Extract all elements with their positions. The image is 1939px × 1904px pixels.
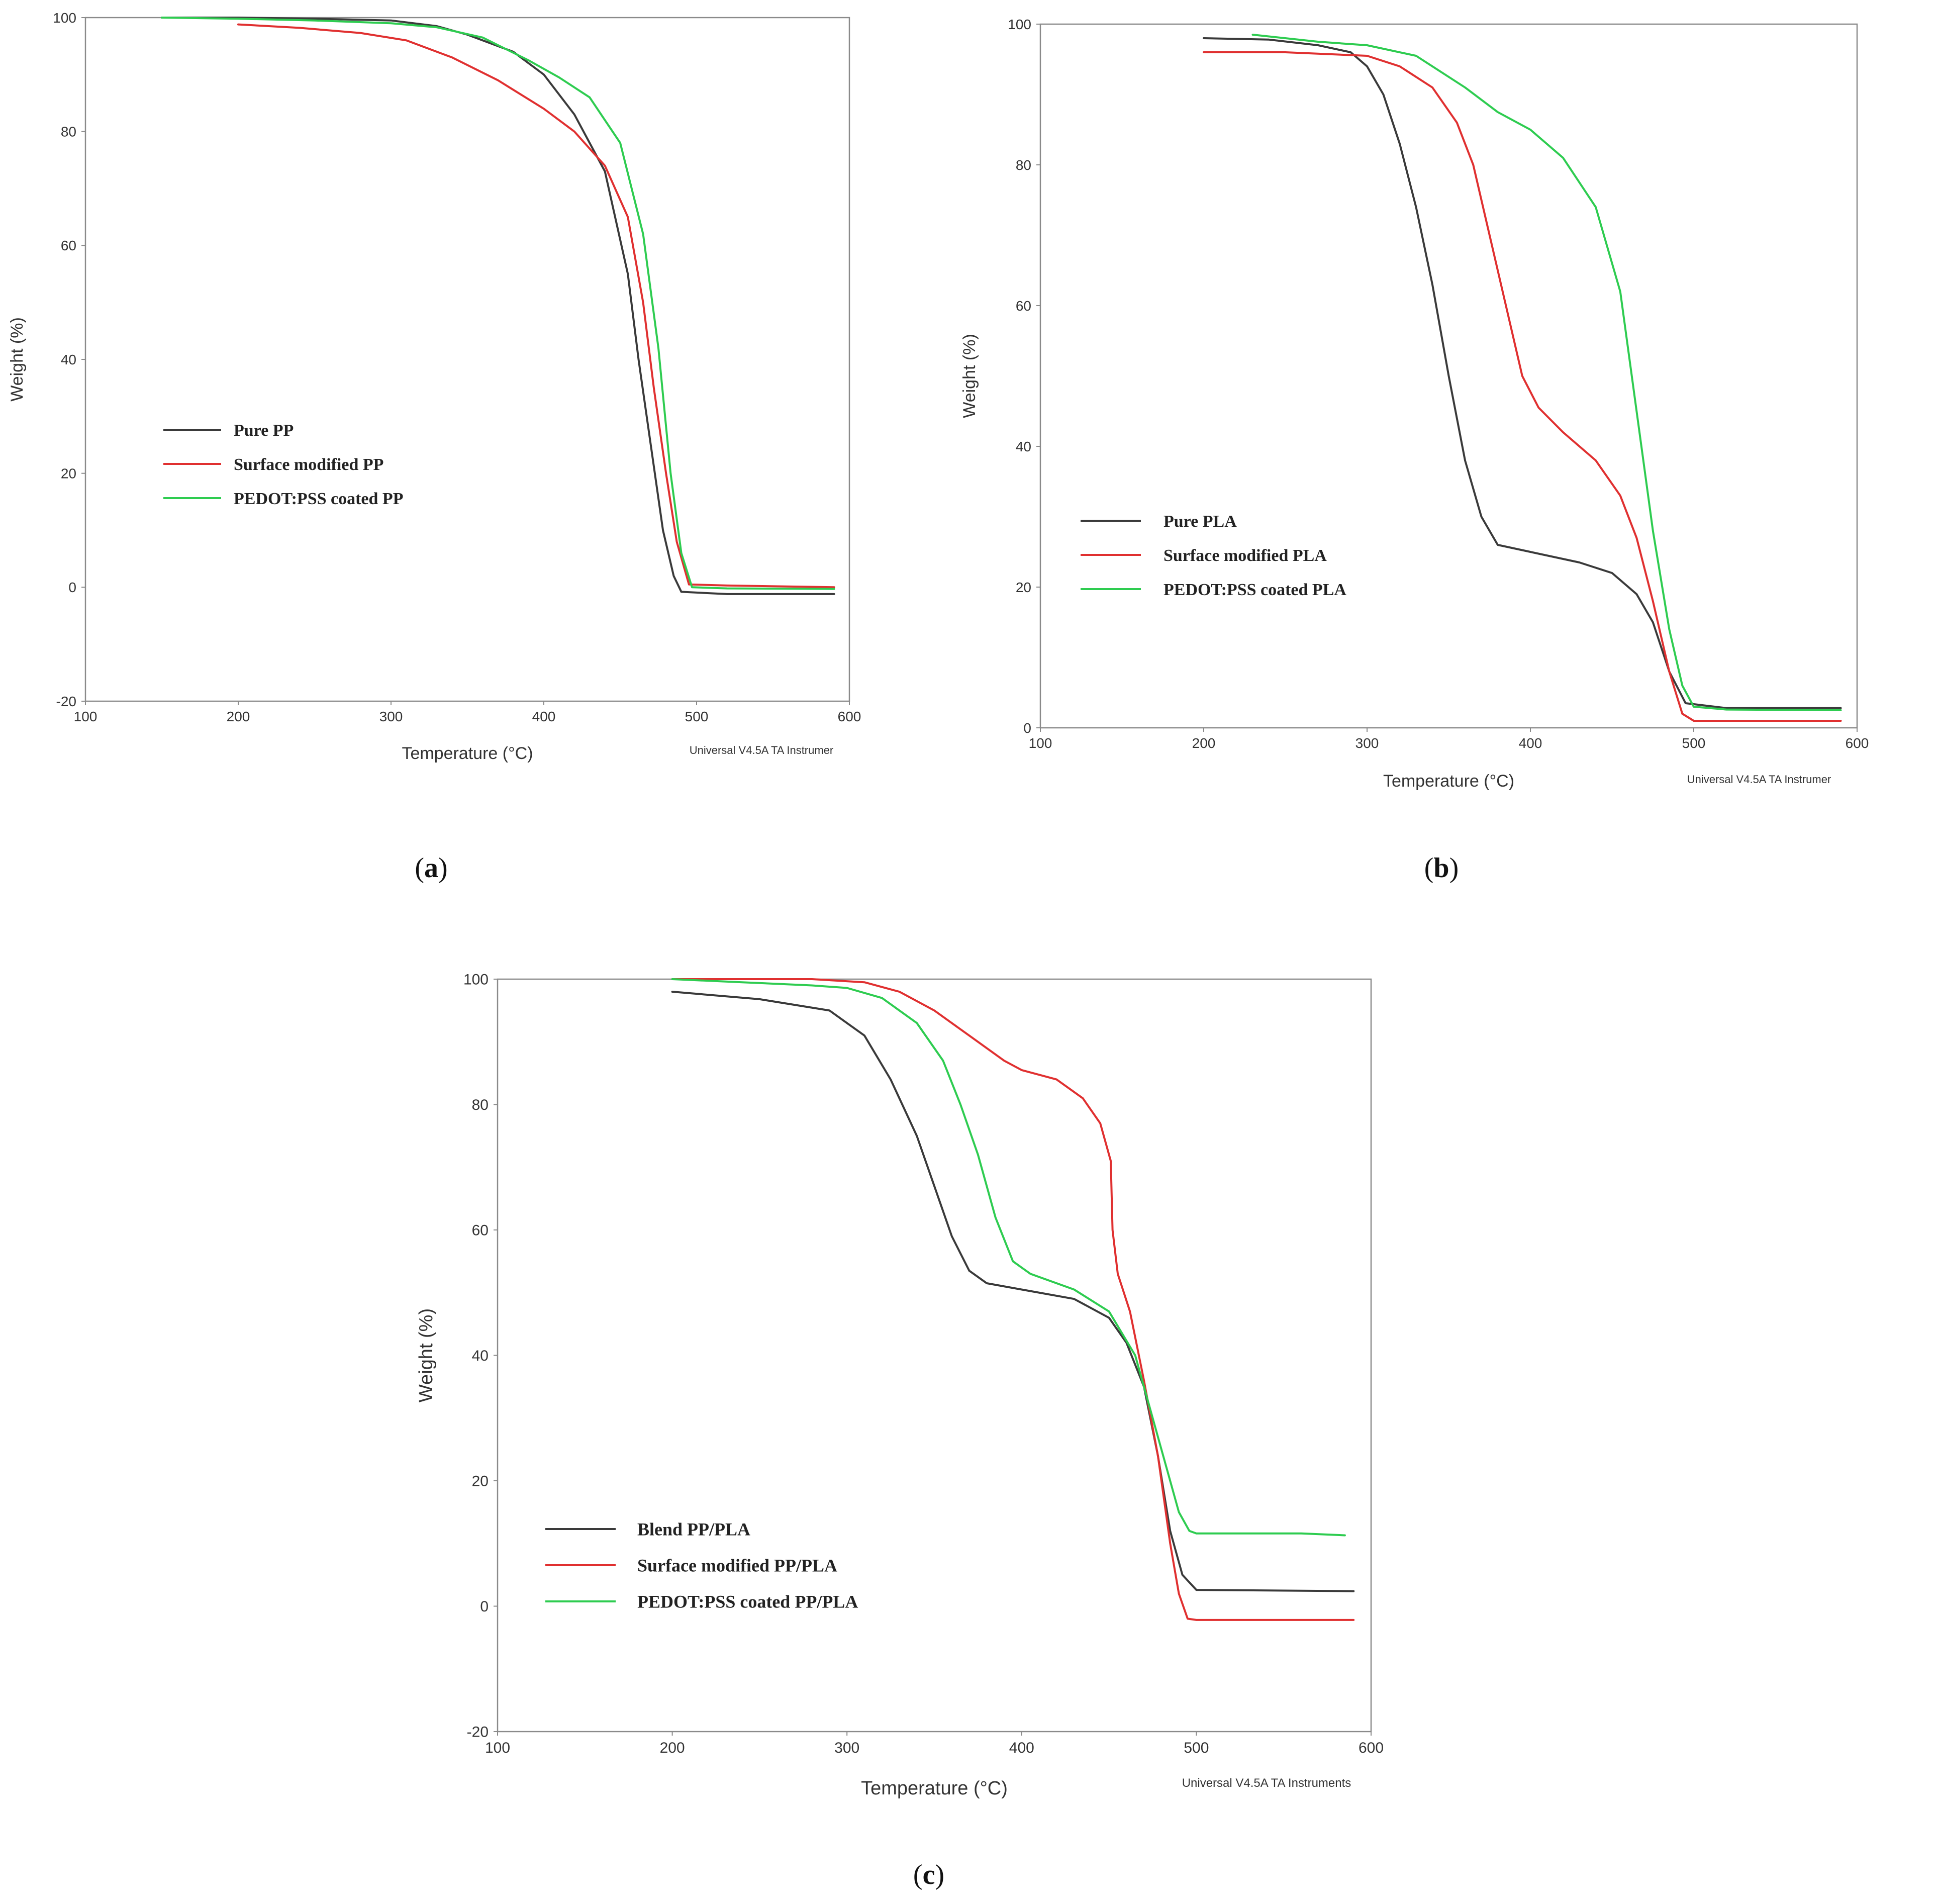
x-axis-label: Temperature (°C) bbox=[402, 744, 533, 763]
y-tick-label: 0 bbox=[1023, 720, 1031, 736]
plot-frame bbox=[1039, 23, 1858, 729]
x-tick-label: 300 bbox=[834, 1740, 859, 1756]
x-tick-label: 500 bbox=[685, 709, 709, 724]
plot-frame bbox=[84, 17, 850, 702]
y-tick-label: 100 bbox=[463, 972, 489, 988]
panel-letter: c bbox=[923, 1859, 935, 1890]
y-tick-label: 0 bbox=[480, 1598, 489, 1615]
x-axis-label: Temperature (°C) bbox=[861, 1778, 1008, 1799]
x-tick-label: 600 bbox=[838, 709, 861, 724]
series-line-3 bbox=[1251, 34, 1842, 711]
y-tick-label: 100 bbox=[53, 10, 76, 26]
x-tick-label: 400 bbox=[532, 709, 556, 724]
legend-label: Surface modified PP/PLA bbox=[637, 1556, 837, 1576]
series-line-1 bbox=[1203, 37, 1842, 709]
y-tick-label: 40 bbox=[472, 1348, 489, 1364]
y-tick-label: 40 bbox=[1016, 439, 1031, 454]
series-line-1 bbox=[671, 991, 1355, 1592]
panel-letter: a bbox=[424, 852, 438, 884]
y-axis-label: Weight (%) bbox=[416, 1308, 437, 1402]
y-axis-label: Weight (%) bbox=[8, 317, 27, 402]
x-axis-label: Temperature (°C) bbox=[1383, 772, 1514, 791]
legend-label: PEDOT:PSS coated PP bbox=[234, 490, 403, 508]
y-tick-label: 80 bbox=[61, 124, 76, 139]
chart-panel-c: 100 200 300 400 500 600 -20 0 20 40 60 80 100 Tempera… bbox=[416, 972, 1384, 1891]
x-tick-label: 200 bbox=[227, 709, 250, 724]
x-tick-label: 300 bbox=[1355, 735, 1379, 751]
series-line-1 bbox=[161, 17, 835, 595]
series-line-2 bbox=[1203, 51, 1842, 722]
panel-label: (c) bbox=[913, 1859, 944, 1890]
x-tick-label: 100 bbox=[1029, 735, 1052, 751]
x-tick-label: 200 bbox=[660, 1740, 685, 1756]
panel-letter: b bbox=[1433, 852, 1449, 884]
y-tick-label: -20 bbox=[56, 694, 76, 709]
panel-label: (b) bbox=[1424, 852, 1459, 884]
legend-label: Blend PP/PLA bbox=[637, 1519, 750, 1540]
chart-panel-a: 100 200 300 400 500 600 -20 0 20 40 60 80 100 Tempera… bbox=[8, 10, 861, 884]
x-tick-label: 500 bbox=[1184, 1740, 1209, 1756]
x-tick-label: 600 bbox=[1359, 1740, 1384, 1756]
legend-label: PEDOT:PSS coated PLA bbox=[1164, 581, 1346, 599]
legend-label: PEDOT:PSS coated PP/PLA bbox=[637, 1592, 858, 1612]
x-tick-label: 400 bbox=[1009, 1740, 1034, 1756]
y-tick-label: -20 bbox=[467, 1724, 489, 1741]
x-tick-label: 600 bbox=[1846, 735, 1869, 751]
y-tick-label: 60 bbox=[472, 1222, 489, 1239]
series-line-2 bbox=[237, 23, 835, 589]
x-tick-label: 500 bbox=[1682, 735, 1706, 751]
series-line-3 bbox=[161, 17, 835, 590]
instrument-credit: Universal V4.5A TA Instruments bbox=[1182, 1776, 1351, 1790]
y-tick-label: 40 bbox=[61, 352, 76, 367]
x-tick-label: 100 bbox=[74, 709, 98, 724]
legend-label: Surface modified PP bbox=[234, 455, 383, 474]
panel-label: (a) bbox=[415, 852, 447, 884]
y-tick-label: 60 bbox=[1016, 298, 1031, 314]
legend-label: Pure PLA bbox=[1164, 512, 1237, 531]
x-tick-label: 200 bbox=[1192, 735, 1216, 751]
x-tick-label: 400 bbox=[1519, 735, 1542, 751]
x-tick-label: 300 bbox=[379, 709, 403, 724]
y-tick-label: 60 bbox=[61, 238, 76, 253]
y-tick-label: 80 bbox=[1016, 157, 1031, 173]
chart-panel-b: 100 200 300 400 500 600 0 20 40 60 80 100 Temperatur… bbox=[960, 17, 1869, 884]
y-axis-label: Weight (%) bbox=[960, 334, 979, 418]
series-line-2 bbox=[671, 978, 1355, 1621]
y-tick-label: 100 bbox=[1008, 17, 1031, 32]
plot-frame bbox=[497, 978, 1372, 1733]
instrument-credit: Universal V4.5A TA Instrumer bbox=[1687, 773, 1831, 786]
y-tick-label: 20 bbox=[1016, 580, 1031, 595]
series-line-3 bbox=[671, 978, 1346, 1537]
y-tick-label: 80 bbox=[472, 1097, 489, 1113]
y-tick-label: 20 bbox=[61, 465, 76, 481]
y-tick-label: 0 bbox=[68, 580, 76, 595]
x-tick-label: 100 bbox=[485, 1740, 510, 1756]
legend-label: Surface modified PLA bbox=[1164, 546, 1327, 565]
legend-label: Pure PP bbox=[234, 421, 294, 440]
instrument-credit: Universal V4.5A TA Instrumer bbox=[690, 744, 834, 756]
y-tick-label: 20 bbox=[472, 1473, 489, 1490]
